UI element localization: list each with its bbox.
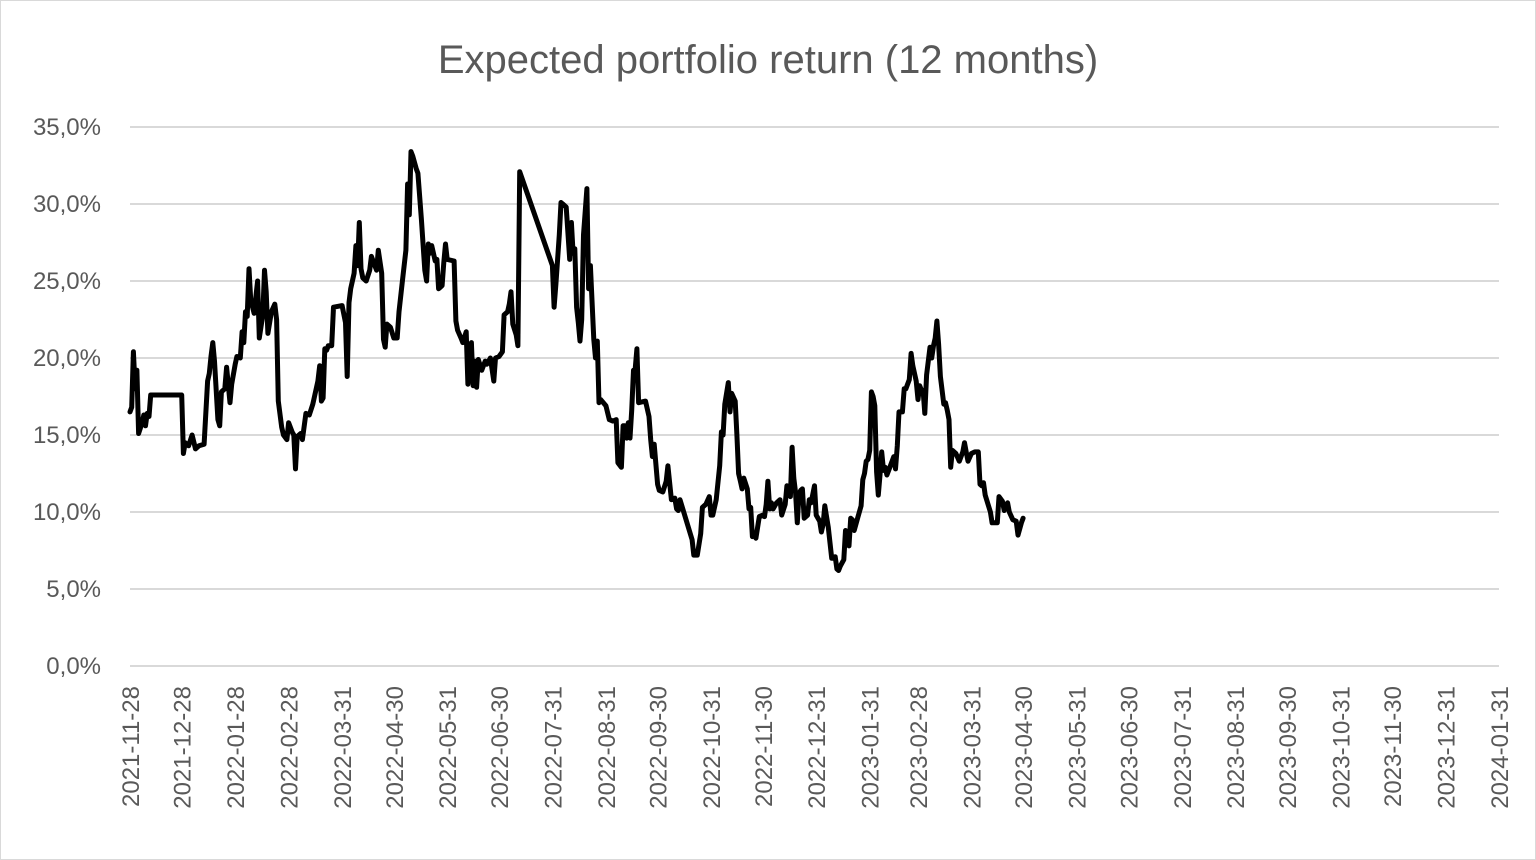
x-tick-label: 2023-04-30 xyxy=(1011,686,1038,809)
x-tick-label: 2022-11-30 xyxy=(751,686,778,807)
chart-title: Expected portfolio return (12 months) xyxy=(438,38,1098,82)
x-tick-label: 2022-08-31 xyxy=(594,686,621,809)
x-tick-label: 2022-02-28 xyxy=(277,686,304,809)
x-axis-ticks: 2021-11-28 2021-12-28 2022-01-28 2022-02-28… xyxy=(118,686,1514,809)
x-tick-label: 2023-03-31 xyxy=(959,686,986,809)
y-tick-label: 30,0% xyxy=(33,191,101,218)
x-tick-label: 2023-07-31 xyxy=(1170,686,1197,809)
y-axis-ticks: 0,0% 5,0% 10,0% 15,0% 20,0% 25,0% 30,0% 35,0% xyxy=(33,114,101,680)
x-tick-label: 2023-11-30 xyxy=(1380,686,1407,807)
x-tick-label: 2023-08-31 xyxy=(1223,686,1250,809)
series-lines xyxy=(127,149,1026,573)
gridlines xyxy=(130,126,1499,667)
y-tick-label: 15,0% xyxy=(33,422,101,449)
x-tick-label: 2022-09-30 xyxy=(646,686,673,809)
y-tick-label: 25,0% xyxy=(33,268,101,295)
x-tick-label: 2022-01-28 xyxy=(223,686,250,809)
x-tick-label: 2023-06-30 xyxy=(1116,686,1143,809)
x-tick-label: 2022-04-30 xyxy=(382,686,409,809)
x-tick-label: 2022-05-31 xyxy=(435,686,462,809)
y-tick-label: 10,0% xyxy=(33,499,101,526)
x-tick-label: 2023-01-31 xyxy=(858,686,885,809)
x-tick-label: 2022-03-31 xyxy=(330,686,357,809)
y-tick-label: 35,0% xyxy=(33,114,101,141)
x-tick-label: 2022-06-30 xyxy=(487,686,514,809)
y-tick-label: 0,0% xyxy=(46,653,101,680)
x-tick-label: 2024-01-31 xyxy=(1487,686,1514,809)
x-tick-label: 2023-09-30 xyxy=(1275,686,1302,809)
x-tick-label: 2022-12-31 xyxy=(804,686,831,809)
x-tick-label: 2023-05-31 xyxy=(1065,686,1092,809)
series-line xyxy=(127,149,1026,573)
x-tick-label: 2022-07-31 xyxy=(540,686,567,809)
x-tick-label: 2021-12-28 xyxy=(170,686,197,809)
x-tick-label: 2023-12-31 xyxy=(1434,686,1461,809)
y-tick-label: 5,0% xyxy=(46,576,101,603)
x-tick-label: 2023-10-31 xyxy=(1328,686,1355,809)
y-tick-label: 20,0% xyxy=(33,345,101,372)
x-tick-label: 2023-02-28 xyxy=(906,686,933,809)
x-tick-label: 2022-10-31 xyxy=(699,686,726,809)
x-tick-label: 2021-11-28 xyxy=(118,686,145,807)
